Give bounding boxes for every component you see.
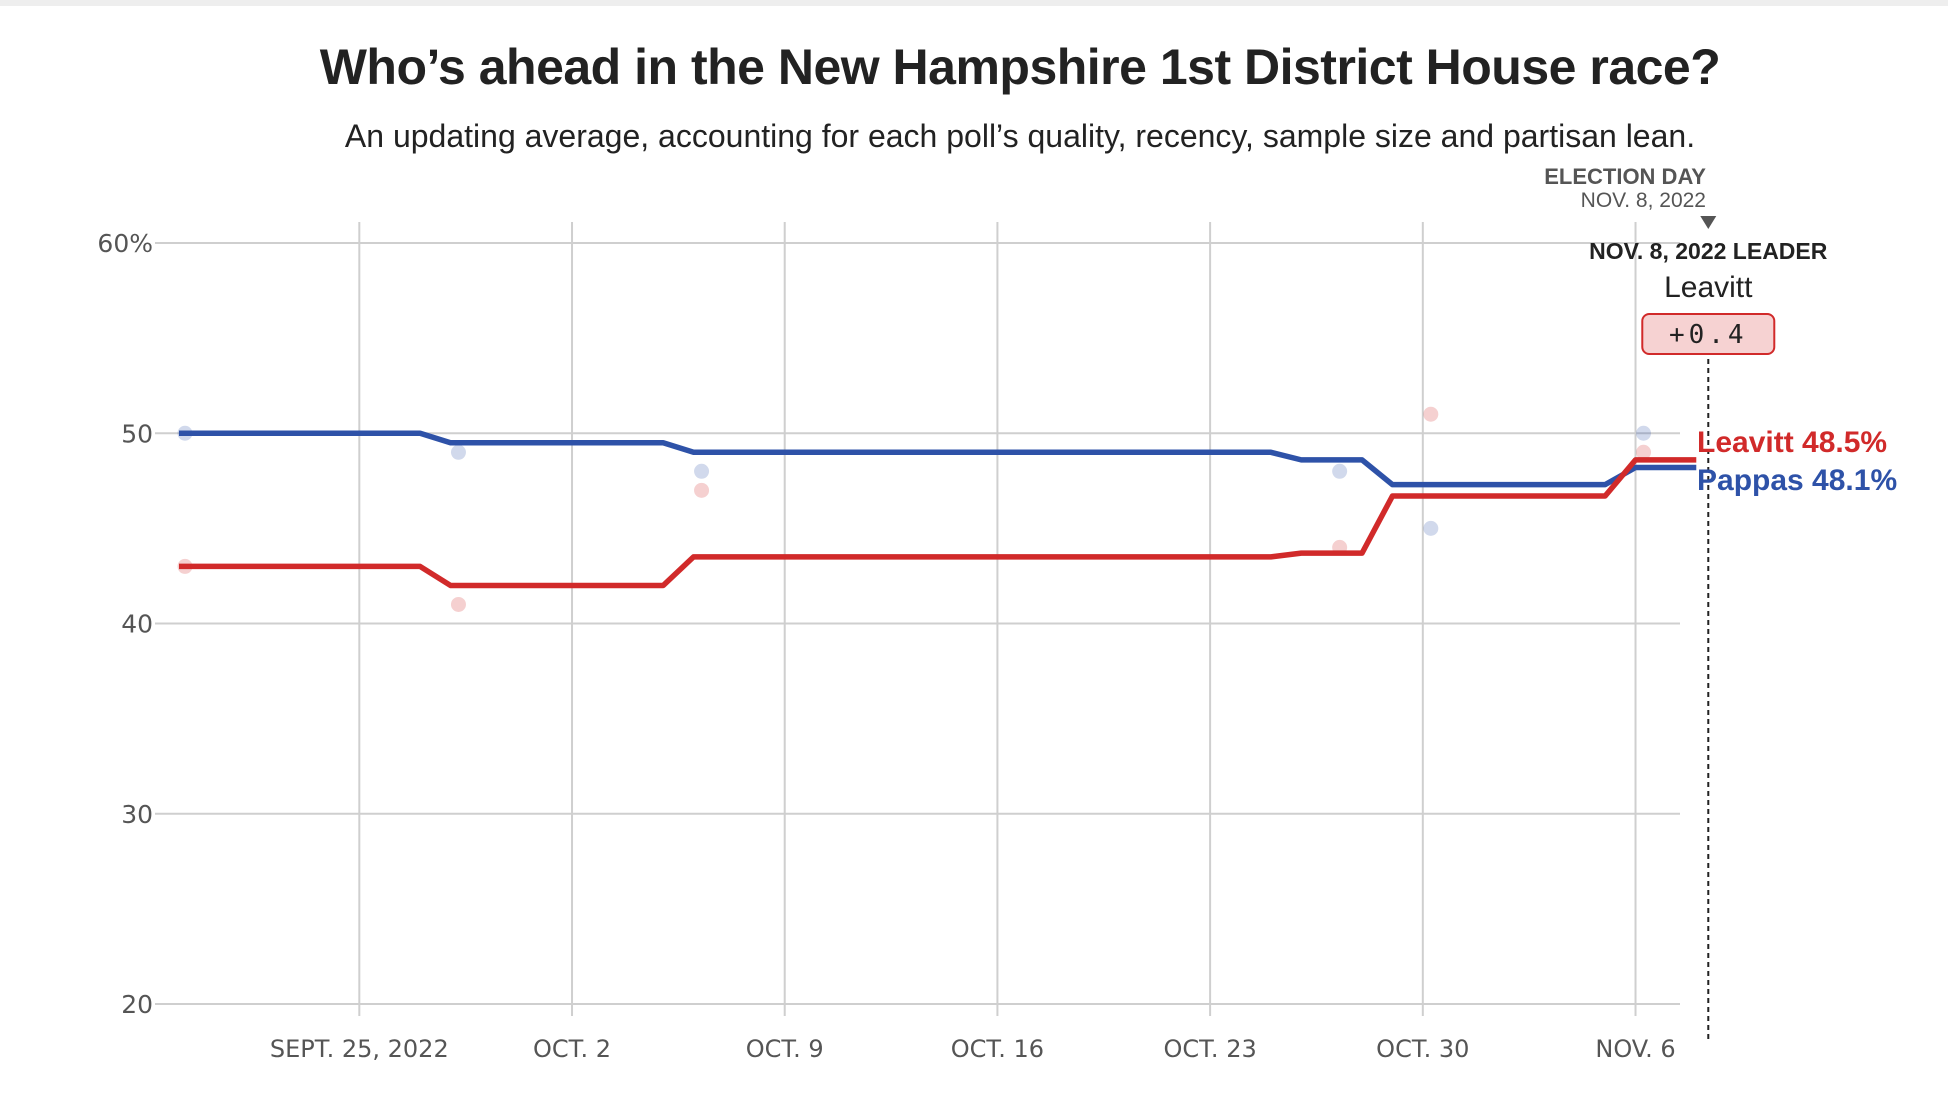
y-tick-label: 40	[121, 610, 153, 639]
leader-margin-text: +0.4	[1669, 320, 1748, 350]
election-day-arrow-icon	[1700, 216, 1717, 229]
y-tick-label: 30	[121, 800, 153, 829]
end-label-leavitt: Leavitt 48.5%	[1697, 426, 1887, 459]
chart-title: Who’s ahead in the New Hampshire 1st Dis…	[319, 39, 1721, 95]
x-tick-label: SEPT. 25, 2022	[270, 1035, 449, 1063]
x-tick-label: OCT. 23	[1163, 1035, 1256, 1063]
top-rule	[0, 0, 1948, 6]
poll-dot-pappas	[694, 463, 710, 479]
chart-subtitle: An updating average, accounting for each…	[344, 118, 1696, 154]
poll-dot-pappas	[1332, 463, 1348, 479]
leader-name: Leavitt	[1664, 271, 1753, 304]
poll-dot-pappas	[450, 444, 466, 460]
x-tick-label: OCT. 9	[746, 1035, 824, 1063]
end-label-pappas: Pappas 48.1%	[1697, 464, 1897, 497]
x-tick-label: OCT. 16	[951, 1035, 1044, 1063]
poll-dot-leavitt	[450, 596, 466, 612]
series-line-pappas	[179, 430, 1697, 488]
x-tick-label: NOV. 6	[1595, 1035, 1675, 1063]
poll-dot-leavitt	[694, 482, 710, 498]
poll-dot-pappas	[1423, 520, 1439, 536]
grid-layer	[155, 222, 1680, 1016]
x-tick-label: OCT. 30	[1376, 1035, 1469, 1063]
leader-margin-badge	[1641, 313, 1776, 355]
poll-dot-pappas	[1636, 425, 1652, 441]
series-lines-layer	[179, 430, 1697, 589]
x-tick-label: OCT. 2	[533, 1035, 611, 1063]
labels-layer: 20 30 40 50 60% SEPT. 25, 2022 OCT. 2 OCT. 9 OCT…	[97, 164, 1897, 1063]
poll-dots-layer	[177, 406, 1652, 612]
y-tick-label: 50	[121, 419, 153, 448]
leader-heading: NOV. 8, 2022 LEADER	[1589, 238, 1828, 264]
y-tick-label: 60%	[97, 229, 153, 258]
poll-dot-leavitt	[1423, 406, 1439, 422]
election-day-date: NOV. 8, 2022	[1581, 189, 1706, 212]
poll-dot-leavitt	[1636, 444, 1652, 460]
series-line-leavitt	[179, 457, 1697, 589]
y-tick-label: 20	[121, 990, 153, 1019]
election-day-label: ELECTION DAY	[1544, 164, 1706, 189]
